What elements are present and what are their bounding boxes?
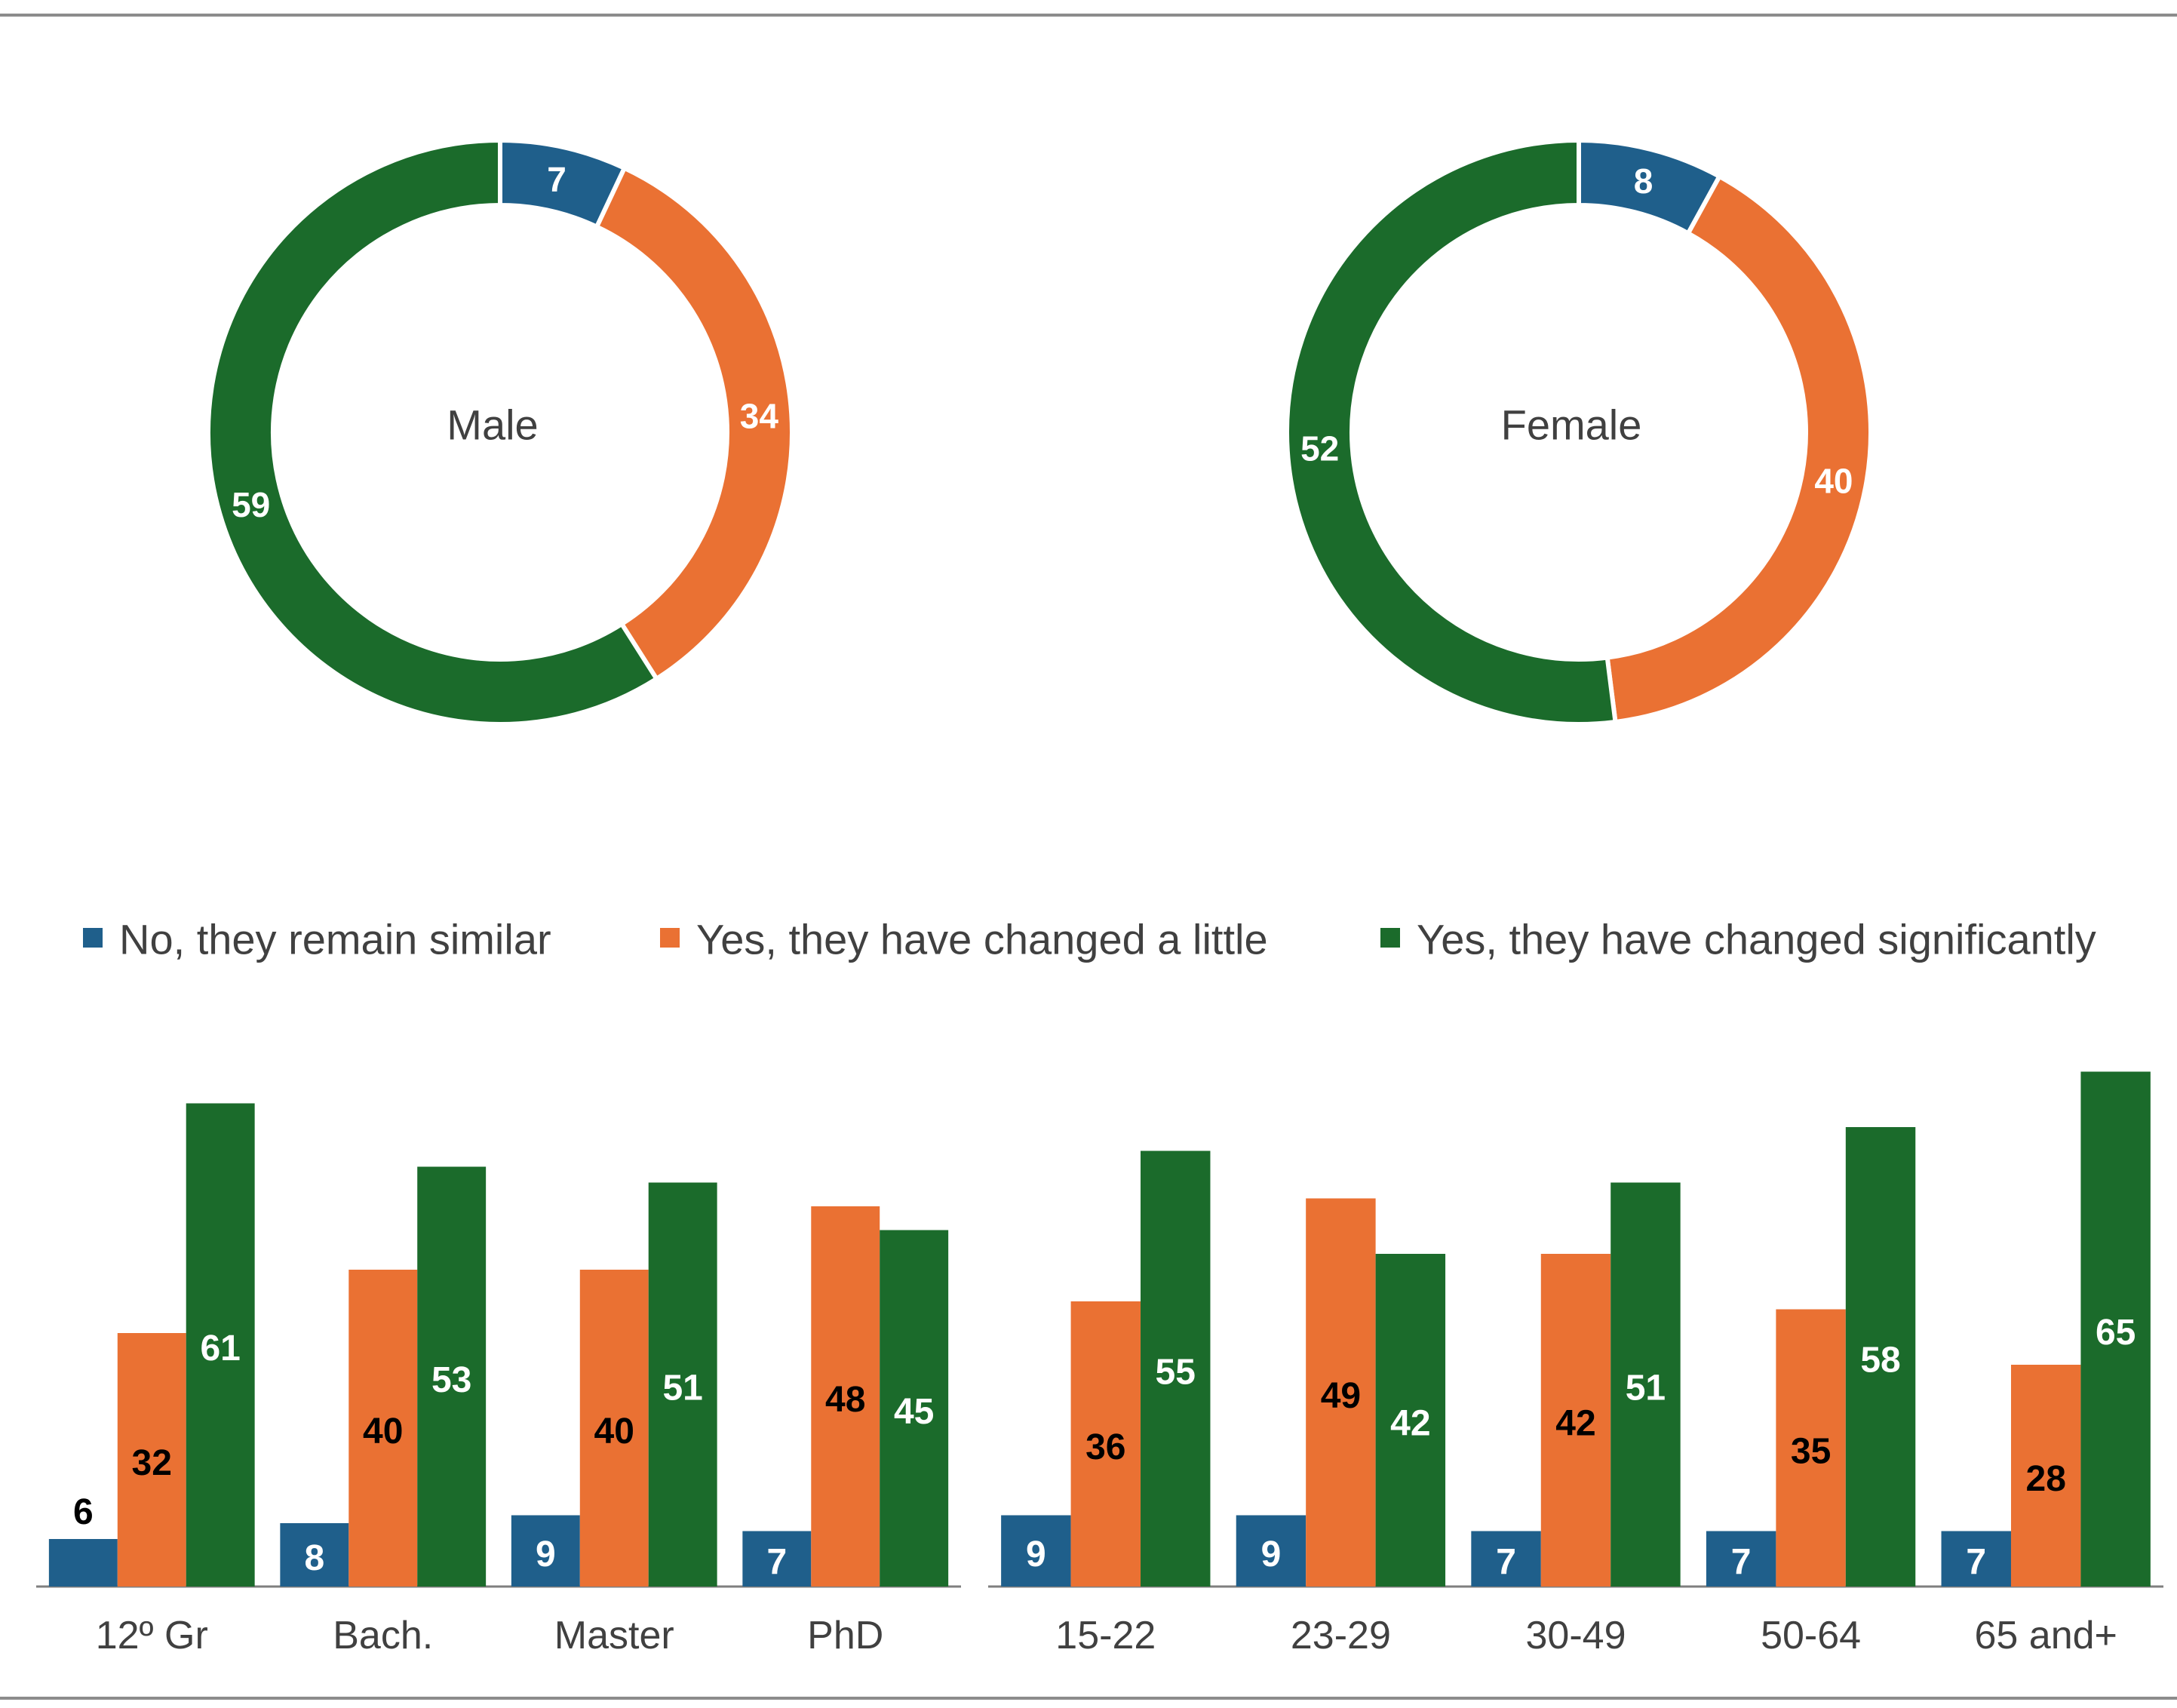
bar-label-12-gr-yes-they-have-changed-a-little: 32	[132, 1443, 172, 1483]
category-label-65-and: 65 and+	[1974, 1614, 2117, 1657]
bar-label-23-29-no-they-remain-similar: 9	[1261, 1534, 1282, 1574]
bar-label-65-and-yes-they-have-changed-a-little: 28	[2026, 1459, 2066, 1499]
bar-phd-yes-they-have-changed-a-little	[811, 1206, 880, 1587]
bar-phd-yes-they-have-changed-significantly	[880, 1230, 949, 1587]
bar-bach-yes-they-have-changed-a-little	[349, 1270, 418, 1587]
donut-slice-yes-they-have-changed-a-little	[594, 164, 794, 682]
legend-label-yes-they-have-changed-a-little: Yes, they have changed a little	[696, 916, 1268, 963]
donut-slice-label-yes-they-have-changed-a-little: 34	[740, 396, 779, 435]
bar-chart-age: 9365515-229494223-297425130-497355850-64…	[988, 1071, 2163, 1657]
bar-65-and-yes-they-have-changed-a-little	[2010, 1365, 2081, 1587]
category-label-12-gr: 12º Gr	[96, 1614, 208, 1657]
bar-65-and-yes-they-have-changed-significantly	[2080, 1071, 2151, 1587]
bar-label-bach-yes-they-have-changed-a-little: 40	[363, 1412, 403, 1451]
legend-label-no-they-remain-similar: No, they remain similar	[119, 916, 551, 963]
category-label-15-22: 15-22	[1055, 1614, 1156, 1657]
category-label-23-29: 23-29	[1291, 1614, 1391, 1657]
bar-label-master-yes-they-have-changed-significantly: 51	[662, 1368, 702, 1408]
donut-center-title: Male	[447, 401, 538, 449]
bar-50-64-yes-they-have-changed-significantly	[1845, 1127, 1916, 1587]
bar-master-no-they-remain-similar	[511, 1515, 580, 1587]
bar-label-master-yes-they-have-changed-a-little: 40	[594, 1412, 634, 1451]
bar-label-50-64-no-they-remain-similar: 7	[1731, 1542, 1752, 1582]
bar-50-64-no-they-remain-similar	[1706, 1531, 1776, 1587]
legend: No, they remain similar Yes, they have ch…	[83, 916, 2096, 963]
bar-label-12-gr-yes-they-have-changed-significantly: 61	[200, 1329, 240, 1369]
bar-label-phd-yes-they-have-changed-a-little: 48	[825, 1380, 865, 1420]
donut-slice-label-yes-they-have-changed-a-little: 40	[1814, 461, 1853, 500]
bar-15-22-yes-they-have-changed-significantly	[1141, 1150, 1211, 1587]
bar-label-bach-no-they-remain-similar: 8	[304, 1538, 324, 1578]
bar-23-29-yes-they-have-changed-a-little	[1306, 1198, 1376, 1587]
bar-label-bach-yes-they-have-changed-significantly: 53	[431, 1360, 471, 1400]
bar-12-gr-no-they-remain-similar	[48, 1539, 118, 1587]
bar-label-15-22-no-they-remain-similar: 9	[1026, 1534, 1046, 1574]
donut-slice-yes-they-have-changed-significantly	[206, 137, 660, 727]
bar-label-65-and-no-they-remain-similar: 7	[1966, 1542, 1986, 1582]
category-label-30-49: 30-49	[1526, 1614, 1626, 1657]
bar-label-phd-yes-they-have-changed-significantly: 45	[894, 1392, 934, 1432]
bar-30-49-no-they-remain-similar	[1471, 1531, 1541, 1587]
donut-slice-yes-they-have-changed-a-little	[1604, 173, 1873, 725]
bar-15-22-no-they-remain-similar	[1001, 1515, 1071, 1587]
category-label-master: Master	[554, 1614, 674, 1657]
bar-23-29-yes-they-have-changed-significantly	[1375, 1254, 1446, 1587]
bar-master-yes-they-have-changed-a-little	[579, 1270, 649, 1587]
category-label-bach: Bach.	[333, 1614, 433, 1657]
legend-swatch-yes-they-have-changed-significantly	[1380, 928, 1400, 948]
bar-label-phd-no-they-remain-similar: 7	[766, 1542, 787, 1582]
bar-label-30-49-yes-they-have-changed-a-little: 42	[1555, 1404, 1595, 1444]
bar-label-23-29-yes-they-have-changed-a-little: 49	[1321, 1376, 1361, 1416]
donut-slice-yes-they-have-changed-significantly	[1285, 137, 1618, 727]
bar-12-gr-yes-they-have-changed-significantly	[186, 1103, 255, 1587]
bar-50-64-yes-they-have-changed-a-little	[1776, 1309, 1846, 1587]
bar-65-and-no-they-remain-similar	[1941, 1531, 2011, 1587]
bar-label-15-22-yes-they-have-changed-a-little: 36	[1085, 1427, 1125, 1467]
donut-slice-label-no-they-remain-similar: 8	[1634, 161, 1653, 201]
bar-30-49-yes-they-have-changed-significantly	[1610, 1182, 1681, 1587]
bar-chart-education: 6 32 61 12º Gr 8 40 53 Bach. 9 40 51 Master 7 48 45 PhD	[36, 1103, 961, 1657]
donut-chart-male: 7 34 59 Male	[206, 137, 794, 727]
bar-label-50-64-yes-they-have-changed-significantly: 58	[1860, 1341, 1900, 1381]
donut-slice-label-no-they-remain-similar: 7	[547, 159, 567, 198]
bar-phd-no-they-remain-similar	[742, 1531, 812, 1587]
bar-30-49-yes-they-have-changed-a-little	[1540, 1254, 1611, 1587]
bar-12-gr-yes-they-have-changed-a-little	[117, 1333, 186, 1587]
bar-label-30-49-yes-they-have-changed-significantly: 51	[1626, 1368, 1666, 1408]
bar-label-12-gr-no-they-remain-similar: 6	[73, 1492, 94, 1532]
bar-15-22-yes-they-have-changed-a-little	[1070, 1301, 1141, 1587]
bar-label-15-22-yes-they-have-changed-significantly: 55	[1156, 1352, 1196, 1392]
legend-swatch-no-they-remain-similar	[83, 928, 103, 948]
bar-label-65-and-yes-they-have-changed-significantly: 65	[2096, 1313, 2136, 1353]
legend-label-yes-they-have-changed-significantly: Yes, they have changed significantly	[1417, 916, 2096, 963]
bar-label-master-no-they-remain-similar: 9	[536, 1534, 556, 1574]
donut-center-title: Female	[1501, 401, 1642, 449]
bar-master-yes-they-have-changed-significantly	[648, 1182, 717, 1587]
bar-label-23-29-yes-they-have-changed-significantly: 42	[1390, 1404, 1430, 1444]
bar-label-30-49-no-they-remain-similar: 7	[1496, 1542, 1516, 1582]
category-label-50-64: 50-64	[1761, 1614, 1861, 1657]
bar-label-50-64-yes-they-have-changed-a-little: 35	[1791, 1431, 1831, 1471]
donut-chart-female: 8 40 52 Female	[1285, 137, 1873, 727]
category-label-phd: PhD	[807, 1614, 883, 1657]
legend-swatch-yes-they-have-changed-a-little	[660, 928, 680, 948]
bar-bach-yes-they-have-changed-significantly	[417, 1166, 487, 1587]
donut-slice-label-yes-they-have-changed-significantly: 52	[1300, 429, 1339, 468]
bar-bach-no-they-remain-similar	[280, 1523, 349, 1587]
donut-slice-label-yes-they-have-changed-significantly: 59	[232, 485, 270, 524]
bar-23-29-no-they-remain-similar	[1236, 1515, 1307, 1587]
